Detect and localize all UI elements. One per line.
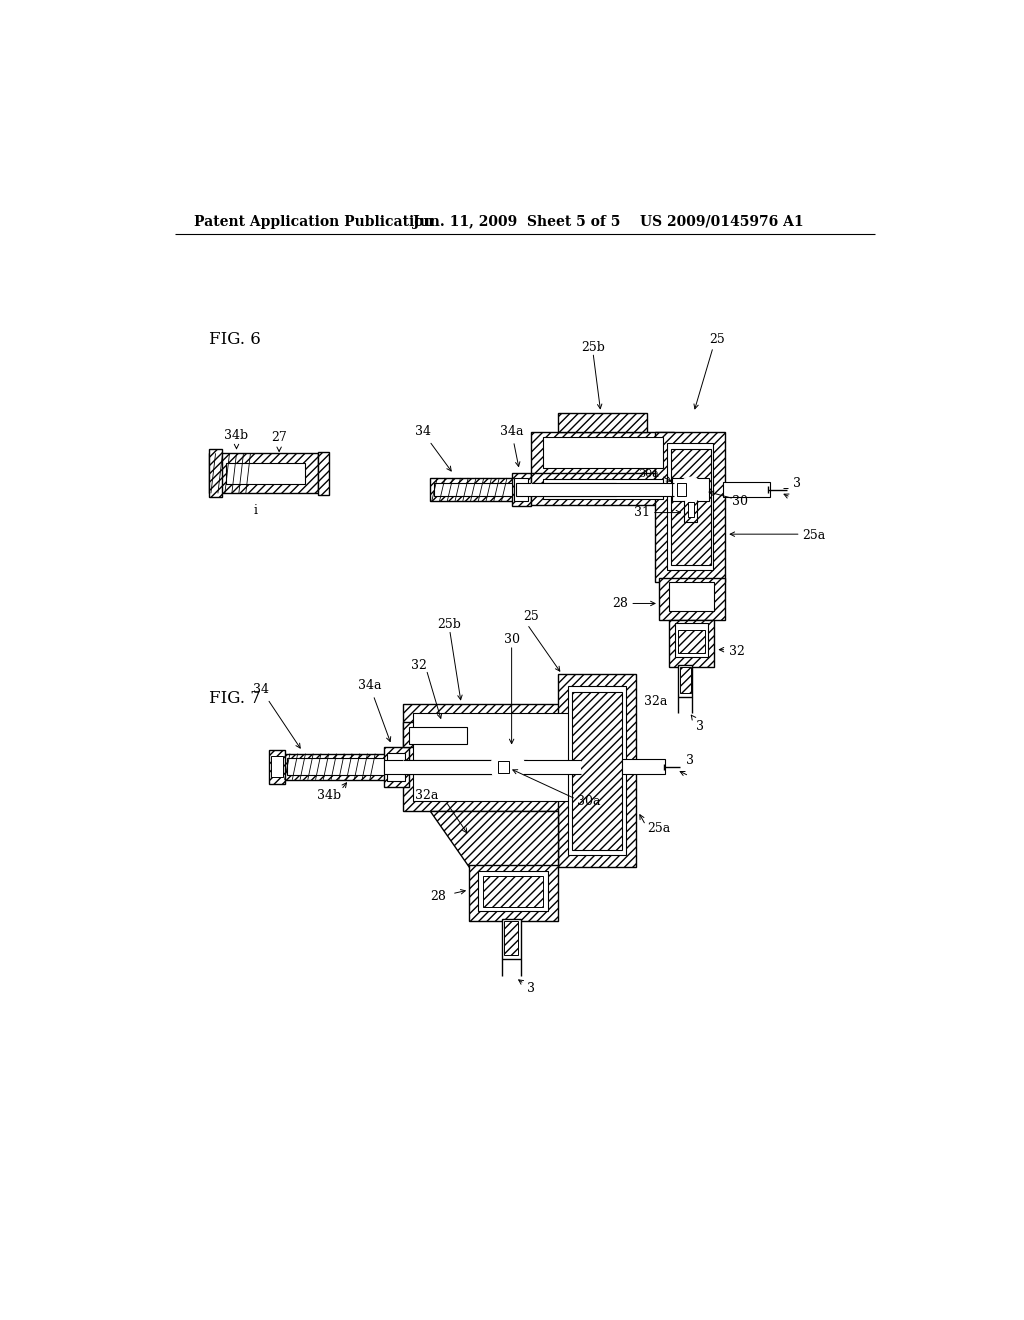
Bar bbox=[499, 760, 509, 774]
Bar bbox=[667, 444, 713, 570]
Text: 32: 32 bbox=[729, 644, 744, 657]
Text: 30: 30 bbox=[732, 495, 749, 508]
Text: 28: 28 bbox=[612, 597, 628, 610]
Bar bbox=[678, 630, 705, 653]
Bar bbox=[434, 483, 512, 496]
Text: Jun. 11, 2009  Sheet 5 of 5: Jun. 11, 2009 Sheet 5 of 5 bbox=[414, 215, 621, 228]
Bar bbox=[677, 483, 686, 496]
Text: 3: 3 bbox=[691, 715, 703, 733]
Bar bbox=[269, 750, 285, 784]
Text: 25a: 25a bbox=[647, 822, 671, 834]
Bar bbox=[514, 478, 528, 502]
Bar bbox=[317, 451, 329, 495]
Bar bbox=[531, 483, 675, 496]
Text: 25b: 25b bbox=[437, 618, 462, 631]
Bar bbox=[469, 866, 558, 921]
Bar bbox=[531, 473, 675, 506]
Bar bbox=[543, 479, 663, 499]
Text: US 2009/0145976 A1: US 2009/0145976 A1 bbox=[640, 215, 803, 228]
Text: FIG. 7: FIG. 7 bbox=[209, 690, 261, 708]
Bar bbox=[558, 412, 647, 432]
Text: 28: 28 bbox=[430, 890, 445, 903]
Bar bbox=[387, 752, 406, 780]
Text: 32a: 32a bbox=[644, 694, 668, 708]
Bar bbox=[209, 449, 222, 498]
Bar bbox=[623, 759, 665, 775]
Bar bbox=[502, 919, 521, 960]
Bar bbox=[512, 473, 531, 507]
Text: 34a: 34a bbox=[358, 680, 391, 742]
Text: 3: 3 bbox=[686, 754, 694, 767]
Bar bbox=[687, 502, 693, 517]
Bar bbox=[283, 754, 388, 780]
Bar bbox=[226, 462, 305, 484]
Bar bbox=[558, 675, 636, 867]
Text: 34: 34 bbox=[253, 684, 300, 748]
Text: FIG. 6: FIG. 6 bbox=[209, 331, 261, 348]
Bar bbox=[680, 667, 690, 693]
Bar bbox=[409, 726, 467, 743]
Bar bbox=[669, 582, 714, 611]
Text: 34b: 34b bbox=[317, 789, 342, 803]
Bar bbox=[270, 756, 283, 777]
Bar bbox=[403, 704, 582, 812]
Bar bbox=[483, 876, 544, 907]
Text: 25: 25 bbox=[523, 610, 539, 623]
Text: 3: 3 bbox=[793, 477, 801, 490]
Bar bbox=[384, 760, 527, 774]
Bar bbox=[543, 437, 663, 469]
Bar bbox=[671, 449, 711, 565]
Text: i: i bbox=[254, 504, 258, 517]
Text: 27: 27 bbox=[271, 432, 287, 451]
Bar bbox=[723, 482, 770, 498]
Bar bbox=[287, 758, 384, 775]
Bar bbox=[568, 686, 627, 855]
Text: 30a: 30a bbox=[638, 469, 658, 479]
Text: 30a: 30a bbox=[578, 795, 601, 808]
Text: 30: 30 bbox=[504, 634, 519, 647]
Circle shape bbox=[678, 477, 703, 502]
Bar bbox=[504, 921, 518, 954]
Text: 25b: 25b bbox=[581, 341, 605, 354]
Bar bbox=[531, 432, 675, 474]
Text: 25: 25 bbox=[710, 333, 725, 346]
Bar bbox=[678, 665, 692, 697]
Text: 34: 34 bbox=[415, 425, 452, 471]
Polygon shape bbox=[430, 812, 558, 867]
Bar bbox=[684, 500, 697, 521]
Circle shape bbox=[490, 750, 524, 784]
Text: Patent Application Publication: Patent Application Publication bbox=[194, 215, 433, 228]
Bar bbox=[403, 722, 473, 747]
Bar bbox=[209, 453, 317, 494]
Bar bbox=[672, 478, 710, 502]
Bar bbox=[414, 713, 572, 801]
Bar bbox=[430, 478, 515, 502]
Bar bbox=[675, 623, 708, 657]
Text: 3: 3 bbox=[519, 979, 535, 995]
Text: 31: 31 bbox=[634, 506, 649, 519]
Text: 34b: 34b bbox=[224, 429, 249, 449]
Text: 25a: 25a bbox=[802, 529, 825, 543]
Bar bbox=[478, 871, 548, 911]
Text: 32: 32 bbox=[411, 659, 427, 672]
Text: 32a: 32a bbox=[415, 789, 438, 803]
Bar bbox=[403, 760, 582, 774]
Text: 34a: 34a bbox=[500, 425, 523, 466]
Bar bbox=[384, 747, 409, 787]
Bar bbox=[658, 578, 725, 620]
Bar bbox=[669, 620, 714, 667]
Bar bbox=[515, 483, 616, 496]
Bar bbox=[655, 432, 725, 582]
Bar bbox=[572, 692, 623, 850]
